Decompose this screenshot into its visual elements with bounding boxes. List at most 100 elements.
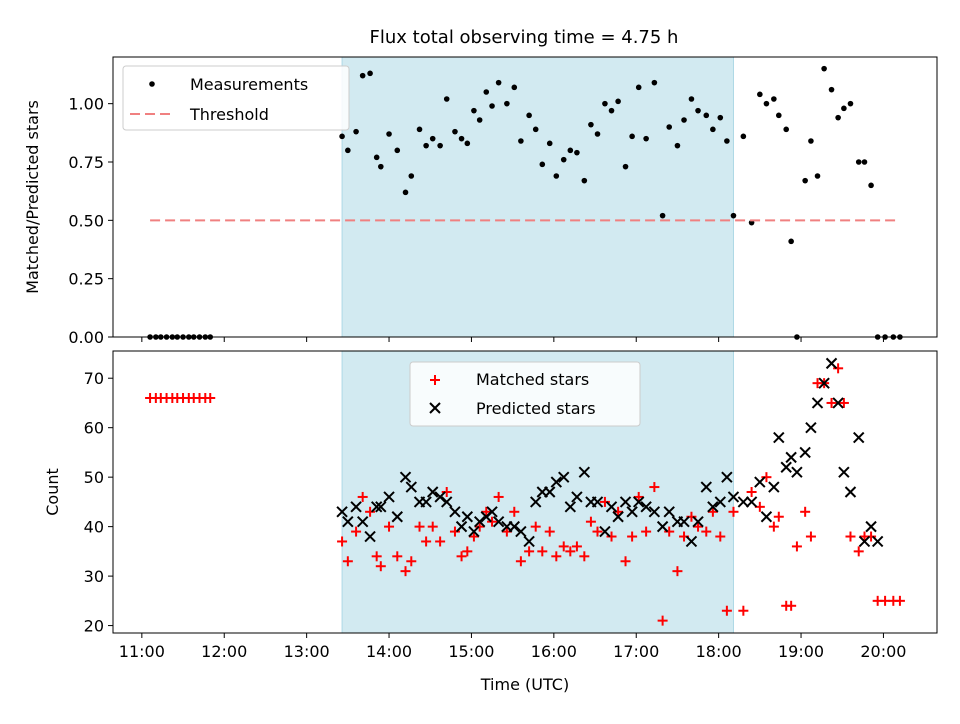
predicted-point [773,431,785,444]
measurement-point [695,107,701,114]
matched-point [337,536,348,547]
cross-b [350,501,362,513]
matched-point [384,521,395,532]
measurement-point [416,126,423,133]
cross-b [486,506,498,518]
cross-b [707,501,719,513]
legend-marker-predicted [429,402,441,414]
measurement-point [386,131,392,137]
predicted-point [692,515,704,528]
matched-point [649,482,660,493]
cross-b [356,515,369,528]
bottom-ytick-label: 20 [84,617,104,636]
matched-point [493,491,504,502]
predicted-point [825,357,838,370]
measurement-point [814,173,821,179]
cross-b [420,496,432,508]
measurement-point [847,100,854,107]
predicted-point [633,496,645,508]
measurement-point [471,107,477,114]
xtick-label: 16:00 [531,642,577,661]
measurement-point [353,128,359,135]
predicted-point [754,476,766,488]
predicted-point [818,377,830,389]
xtick-label: 20:00 [860,642,906,661]
predicted-point [571,491,583,503]
matched-point [375,561,386,572]
measurement-point [730,212,737,219]
predicted-point [336,506,348,518]
cross-b [508,520,520,533]
legend-marker-matched [430,375,440,385]
matched-point [414,521,425,532]
cross-b [391,511,403,523]
matched-point [468,531,479,542]
legend-marker-measurements [149,81,155,87]
predicted-point [523,535,535,548]
predicted-point [591,496,604,508]
matched-point [435,536,446,547]
predicted-point [420,496,432,508]
cross-b [648,506,661,518]
matched-point [672,566,683,577]
matched-point [400,566,411,577]
measurement-point [581,177,588,184]
matched-point [474,521,485,532]
cross-b [468,525,480,538]
predicted-point [832,397,844,409]
predicted-point [508,520,520,533]
xtick-label: 13:00 [284,642,330,661]
matched-point [579,551,590,562]
measurement-point [511,84,518,91]
matched-point [641,526,652,537]
measurement-point [643,135,649,142]
cross-b [727,491,740,503]
legend-box [122,65,350,131]
matched-point [565,546,576,557]
bottom-legend: Matched stars Predicted stars [409,361,641,427]
cross-b [405,481,417,493]
matched-point [592,526,603,537]
cross-b [865,520,877,533]
predicted-point [391,511,403,523]
measurement-point [378,163,384,170]
matched-point [421,536,432,547]
matched-point [738,605,749,616]
predicted-point [405,481,417,493]
matched-point [786,600,797,611]
cross-b [700,481,712,493]
predicted-point [785,451,797,464]
predicted-point [558,471,570,483]
cross-b [685,535,698,548]
measurement-point [423,142,429,149]
cross-b [571,491,583,503]
measurement-point [635,84,642,91]
predicted-point [760,511,773,523]
predicted-point [656,520,669,533]
top-axes-frame [112,56,938,338]
cross-b [832,397,844,409]
legend-box [409,361,641,427]
predicted-point [564,501,577,513]
matched-point [342,556,353,567]
xtick-label: 19:00 [778,642,824,661]
matched-point [746,487,757,497]
measurement-point [688,96,695,102]
measurement-point [674,142,681,149]
cross-b [449,506,461,518]
predicted-point [619,496,632,508]
bottom-series-1 [336,357,884,548]
predicted-point [427,486,439,498]
measurement-point [629,133,635,140]
predicted-point [342,515,354,528]
matched-point [357,491,368,502]
predicted-point [461,511,474,523]
cross-b [825,357,838,370]
matched-point [530,521,541,532]
cross-b [455,520,468,533]
measurement-point [775,112,782,119]
bottom-panel: 20 30 40 50 60 70 11:00 12:00 13:00 14:00 15:00 16:… [43,350,938,694]
xtick-label: 17:00 [613,642,659,661]
predicted-point [727,491,740,503]
